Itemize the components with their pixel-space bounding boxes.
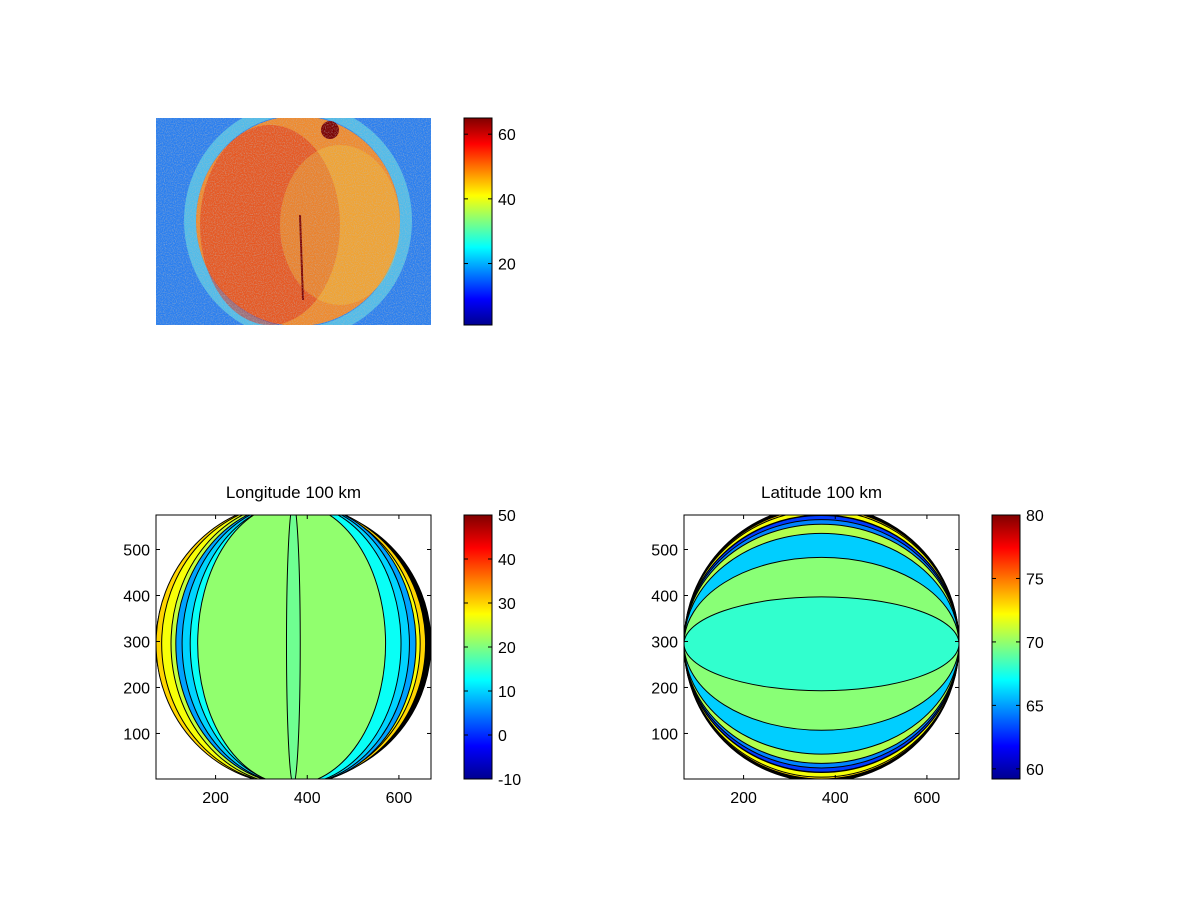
colorbar-tick-label: 50 xyxy=(498,508,516,525)
colorbar-longitude-gradient xyxy=(464,515,492,779)
colorbar-tick-label: 40 xyxy=(498,552,516,569)
latitude-ytick-label: 500 xyxy=(651,542,678,559)
longitude-title: Longitude 100 km xyxy=(226,483,361,502)
latitude-ytick-label: 100 xyxy=(651,726,678,743)
colorbar-tick-label: 0 xyxy=(498,728,507,745)
colorbar-tick-label: 20 xyxy=(498,257,516,274)
longitude-ticks: 200 400 600 100 200 300 400 500 xyxy=(123,515,431,807)
colorbar-tick-label: 60 xyxy=(498,127,516,144)
longitude-contour-band xyxy=(285,515,301,779)
longitude-xtick-label: 200 xyxy=(202,790,229,807)
longitude-ytick-label: 300 xyxy=(123,634,150,651)
latitude-ytick-label: 200 xyxy=(651,680,678,697)
latitude-contours xyxy=(684,515,959,779)
colorbar-tick-label: 10 xyxy=(498,684,516,701)
colorbar-tick-label: 20 xyxy=(498,640,516,657)
latitude-axes-frame xyxy=(683,514,960,780)
colorbar-image: 20 40 60 xyxy=(463,117,516,326)
longitude-ytick-label: 500 xyxy=(123,542,150,559)
latitude-contour-band xyxy=(684,596,959,692)
colorbar-tick-label: 70 xyxy=(1026,635,1044,652)
longitude-axes-frame xyxy=(155,514,432,780)
colorbar-image-frame xyxy=(463,117,493,326)
colorbar-tick-label: 30 xyxy=(498,596,516,613)
longitude-ytick-label: 100 xyxy=(123,726,150,743)
latitude-ticks: 200 400 600 100 200 300 400 500 xyxy=(651,515,959,807)
colorbar-tick-label: 60 xyxy=(1026,762,1044,779)
image-noise xyxy=(156,118,431,325)
latitude-xtick-label: 600 xyxy=(914,790,941,807)
latitude-xtick-label: 400 xyxy=(822,790,849,807)
colorbar-tick-label: 40 xyxy=(498,192,516,209)
image-panel xyxy=(156,118,431,325)
longitude-xtick-label: 600 xyxy=(386,790,413,807)
latitude-panel: 200 400 600 100 200 300 400 500 Latitude 100 km xyxy=(651,483,960,807)
longitude-ytick-label: 200 xyxy=(123,680,150,697)
latitude-xtick-label: 200 xyxy=(730,790,757,807)
colorbar-latitude: 60 65 70 75 80 xyxy=(991,508,1044,780)
longitude-panel: 200 400 600 100 200 300 400 500 Longitude 100 k… xyxy=(123,483,432,807)
latitude-ytick-label: 400 xyxy=(651,588,678,605)
latitude-title: Latitude 100 km xyxy=(761,483,882,502)
longitude-ytick-label: 400 xyxy=(123,588,150,605)
longitude-xtick-label: 400 xyxy=(294,790,321,807)
colorbar-latitude-gradient xyxy=(992,515,1020,779)
colorbar-tick-label: -10 xyxy=(498,772,521,789)
longitude-contours xyxy=(156,515,431,779)
colorbar-tick-label: 65 xyxy=(1026,698,1044,715)
colorbar-latitude-frame xyxy=(991,514,1021,780)
colorbar-tick-label: 80 xyxy=(1026,508,1044,525)
colorbar-image-gradient xyxy=(464,118,492,325)
colorbar-tick-label: 75 xyxy=(1026,571,1044,588)
latitude-ytick-label: 300 xyxy=(651,634,678,651)
colorbar-longitude: -10 0 10 20 30 40 50 xyxy=(463,508,521,789)
